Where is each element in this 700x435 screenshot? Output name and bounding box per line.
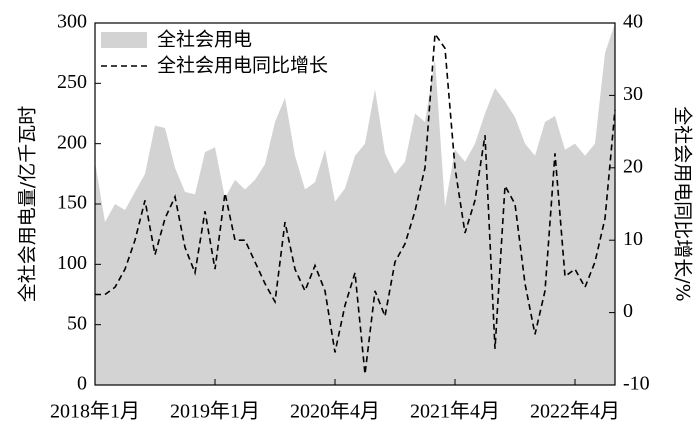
- x-tick-label: 2022年4月: [530, 400, 620, 423]
- y-tick-label: 150: [57, 192, 87, 214]
- x-tick-label: 2020年4月: [290, 400, 380, 423]
- x-tick-label: 2018年1月: [50, 400, 140, 423]
- y2-tick-label: -10: [623, 373, 650, 395]
- y2-tick-label: 40: [623, 11, 643, 33]
- x-tick-label: 2021年4月: [410, 400, 500, 423]
- y-tick-label: 50: [67, 312, 87, 334]
- y-tick-label: 0: [77, 373, 87, 395]
- legend-swatch: [101, 32, 147, 48]
- y-tick-label: 300: [57, 11, 87, 33]
- y2-axis-label: 全社会用电同比增长/%: [672, 106, 694, 301]
- area: [95, 23, 615, 385]
- y2-tick-label: 30: [623, 83, 643, 105]
- y-axis-label: 全社会用电量/亿千瓦时: [17, 106, 39, 302]
- y2-tick-label: 20: [623, 155, 643, 177]
- x-tick-label: 2019年1月: [170, 400, 260, 423]
- line: [95, 31, 616, 375]
- y-tick-label: 200: [57, 131, 87, 153]
- legend-label: 全社会用电同比增长: [157, 55, 328, 77]
- legend-label: 全社会用电: [157, 29, 252, 51]
- y2-tick-label: 10: [623, 228, 643, 250]
- y2-tick-label: 0: [623, 300, 633, 322]
- y-tick-label: 250: [57, 71, 87, 93]
- y-tick-label: 100: [57, 252, 87, 274]
